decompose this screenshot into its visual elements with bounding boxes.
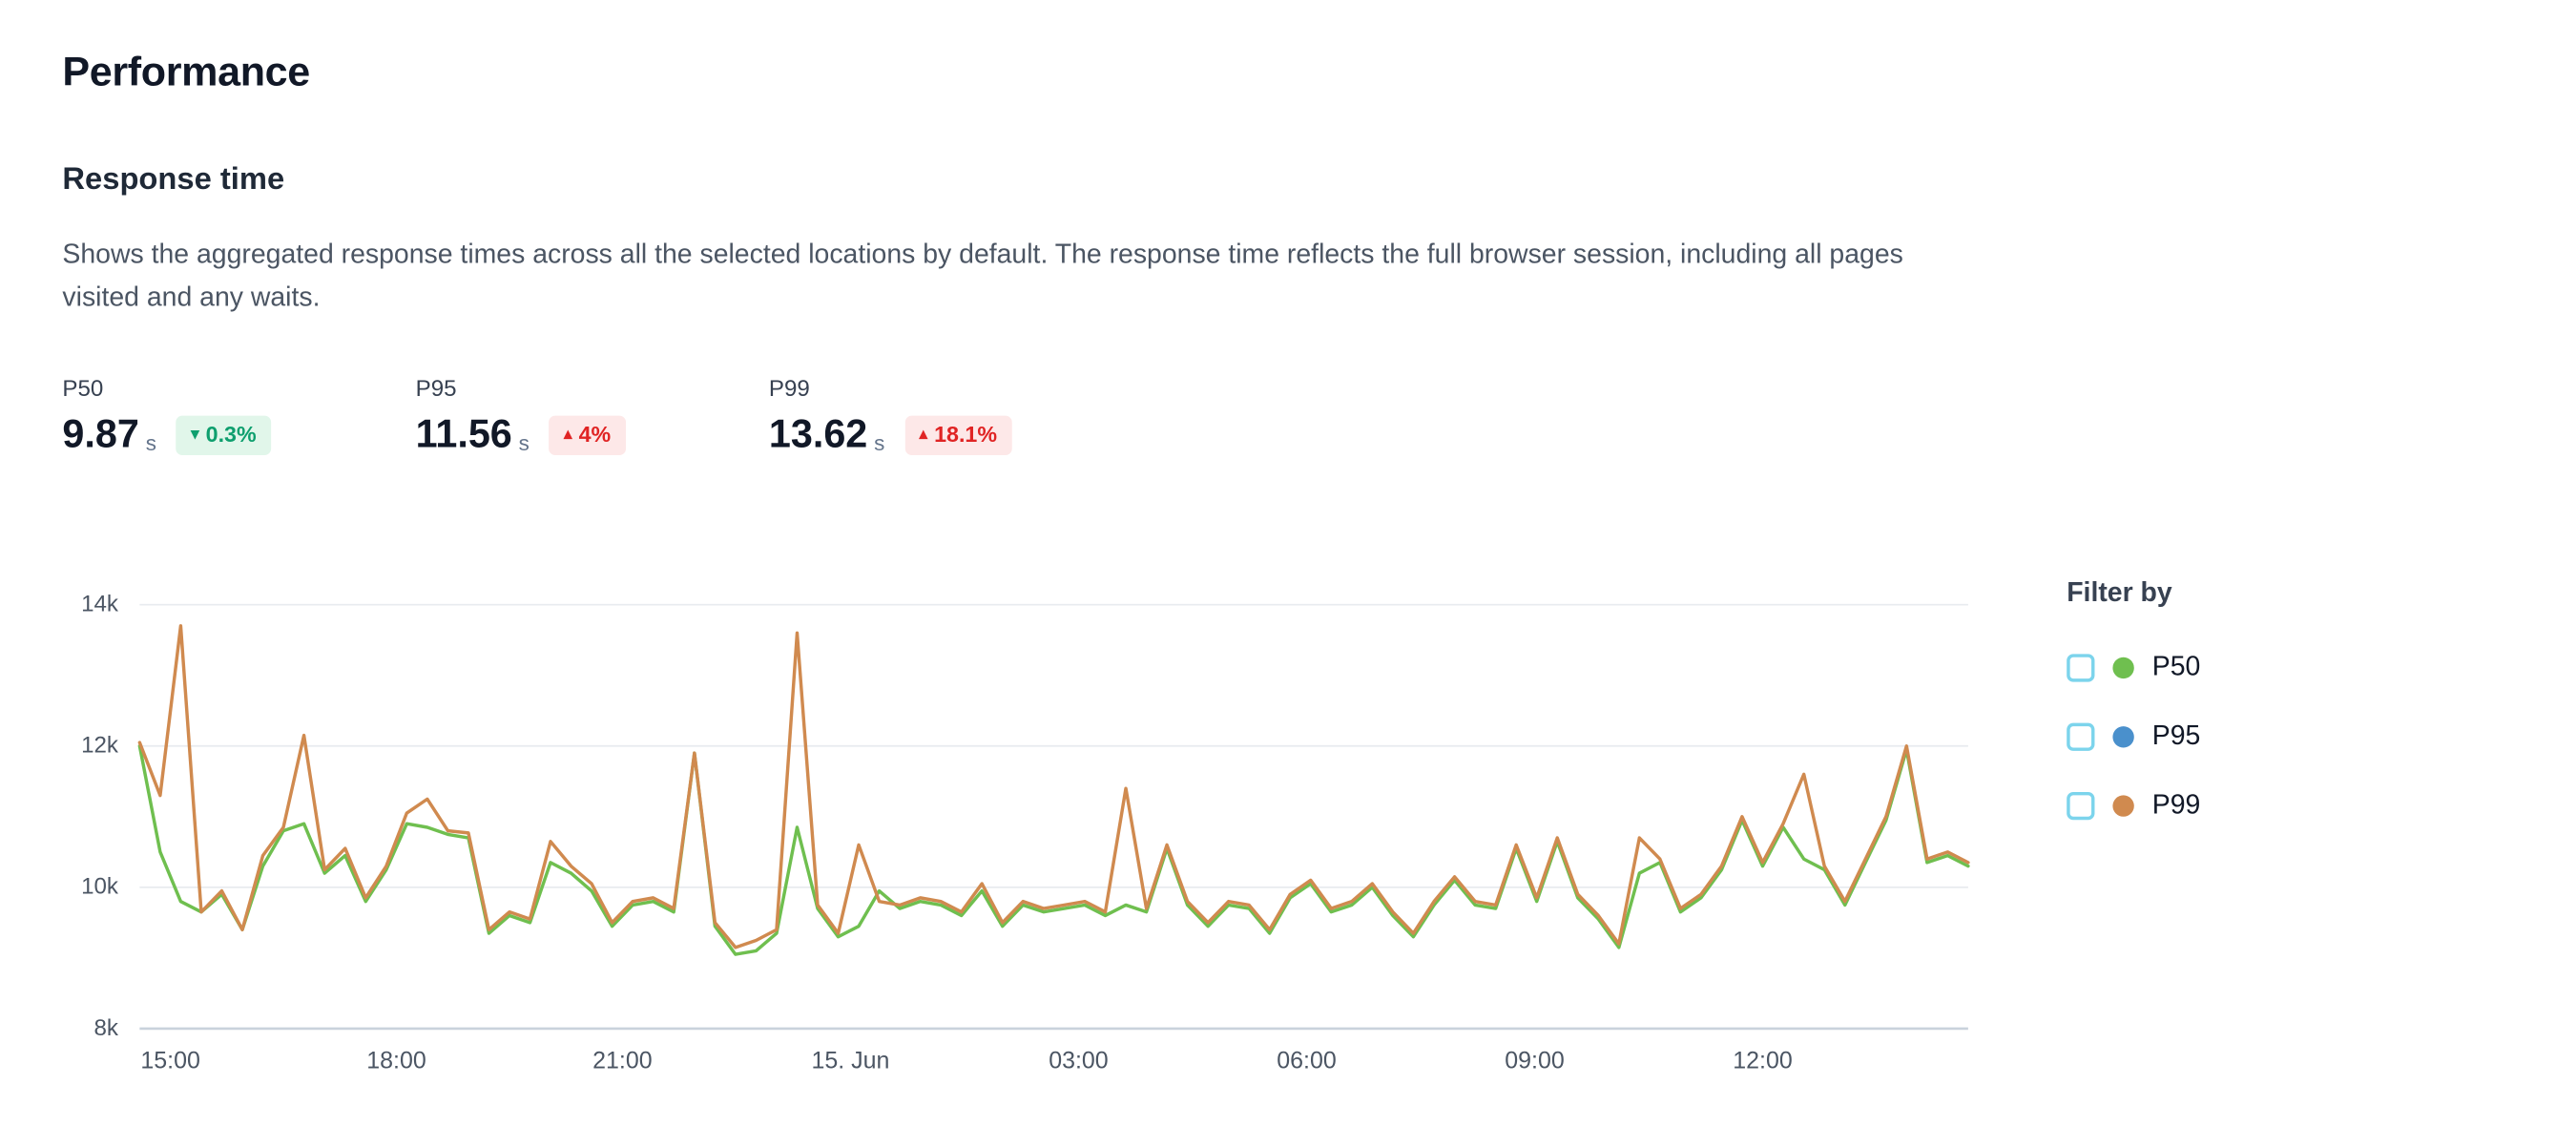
page-title: Performance (62, 49, 310, 95)
x-axis-label: 18:00 (366, 1048, 426, 1075)
legend-dot (2112, 657, 2134, 679)
stat-delta: 18.1% (934, 422, 998, 448)
filter-item-p99[interactable]: P99 (2067, 790, 2200, 822)
stat-unit: s (145, 430, 156, 456)
stat-delta-badge: ▴ 18.1% (904, 415, 1012, 456)
stat-delta: 4% (578, 422, 612, 448)
y-axis-label: 14k (81, 590, 118, 616)
stat-delta-badge: ▴ 4% (549, 415, 626, 456)
stat-p50: P50 9.87 s ▾ 0.3% (62, 375, 415, 456)
y-axis-label: 10k (81, 872, 118, 899)
stat-p95: P95 11.56 s ▴ 4% (416, 375, 769, 456)
filter-panel: Filter by P50 P95 P99 (2067, 578, 2200, 859)
checkbox-p50[interactable] (2067, 654, 2095, 682)
series-line-p99 (137, 624, 1970, 949)
stat-delta: 0.3% (205, 422, 257, 448)
filter-item-p95[interactable]: P95 (2067, 721, 2200, 753)
series-line-p50 (137, 744, 1970, 956)
stats-row: P50 9.87 s ▾ 0.3% P95 11.56 s ▴ 4% (62, 375, 1122, 456)
y-axis-label: 8k (93, 1013, 118, 1040)
stat-p99: P99 13.62 s ▴ 18.1% (769, 375, 1122, 456)
y-axis-label: 12k (81, 731, 118, 758)
x-axis-label: 15. Jun (811, 1048, 890, 1075)
checkbox-p99[interactable] (2067, 791, 2095, 821)
stat-label: P50 (62, 374, 104, 402)
section-description: Shows the aggregated response times acro… (62, 240, 1903, 313)
trend-down-icon: ▾ (191, 426, 199, 445)
filter-item-p50[interactable]: P50 (2067, 653, 2200, 684)
x-axis-label: 06:00 (1277, 1048, 1337, 1075)
x-axis-label: 09:00 (1505, 1048, 1565, 1075)
stat-unit: s (518, 430, 530, 456)
x-axis-label: 15:00 (140, 1048, 200, 1075)
stat-label: P99 (768, 374, 810, 402)
filter-item-label: P99 (2151, 790, 2201, 821)
stat-value: 13.62 (768, 412, 868, 457)
stat-value: 9.87 (62, 412, 139, 457)
filter-item-label: P50 (2151, 652, 2201, 682)
x-axis-label: 12:00 (1733, 1048, 1793, 1075)
legend-dot (2112, 726, 2134, 748)
x-axis-label: 03:00 (1049, 1048, 1109, 1075)
stat-value: 11.56 (415, 412, 512, 457)
legend-dot (2112, 795, 2134, 817)
section-title: Response time (62, 162, 285, 198)
stat-delta-badge: ▾ 0.3% (176, 415, 272, 456)
stat-unit: s (874, 430, 885, 456)
stat-label: P95 (415, 374, 457, 402)
response-time-chart: 14k 12k 10k 8k 15:00 18:00 21:00 15. Jun 03:00 06… (81, 590, 1970, 1074)
chart-canvas (137, 603, 1970, 1031)
trend-up-icon: ▴ (564, 426, 572, 445)
filter-title: Filter by (2067, 578, 2172, 609)
checkbox-p95[interactable] (2067, 722, 2095, 751)
x-axis-label: 21:00 (592, 1048, 653, 1075)
filter-item-label: P95 (2151, 720, 2201, 751)
trend-up-icon: ▴ (919, 426, 928, 445)
